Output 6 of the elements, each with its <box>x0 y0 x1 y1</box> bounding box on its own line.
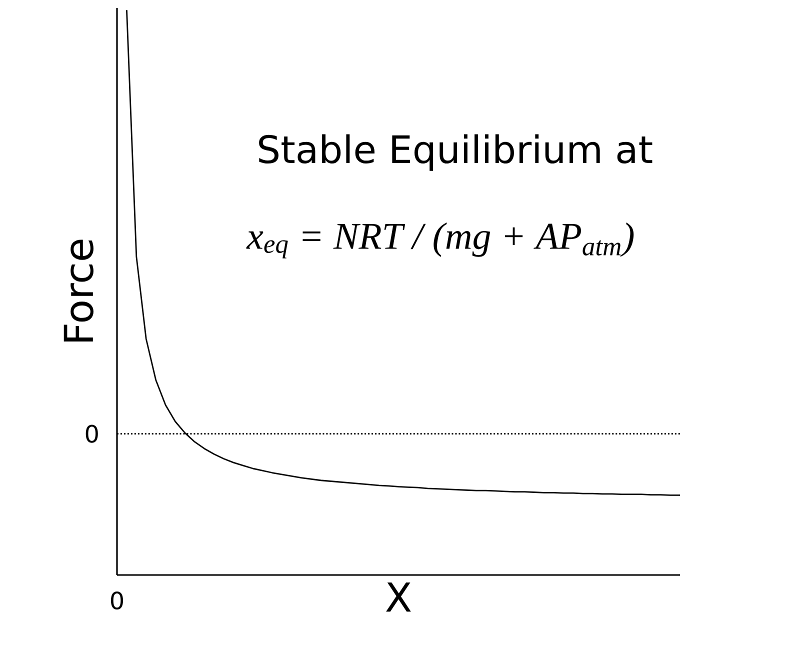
ref-line-label: 0 <box>86 424 98 443</box>
x-axis-title: X <box>386 582 411 612</box>
y-axis-title: Force <box>64 240 94 342</box>
text: 0 <box>110 591 124 610</box>
annotation: Stable Equilibrium at <box>259 134 652 171</box>
annotation: x$_{eq}$ = NRT / (mg + AP$_{atm}$) <box>246 222 634 258</box>
